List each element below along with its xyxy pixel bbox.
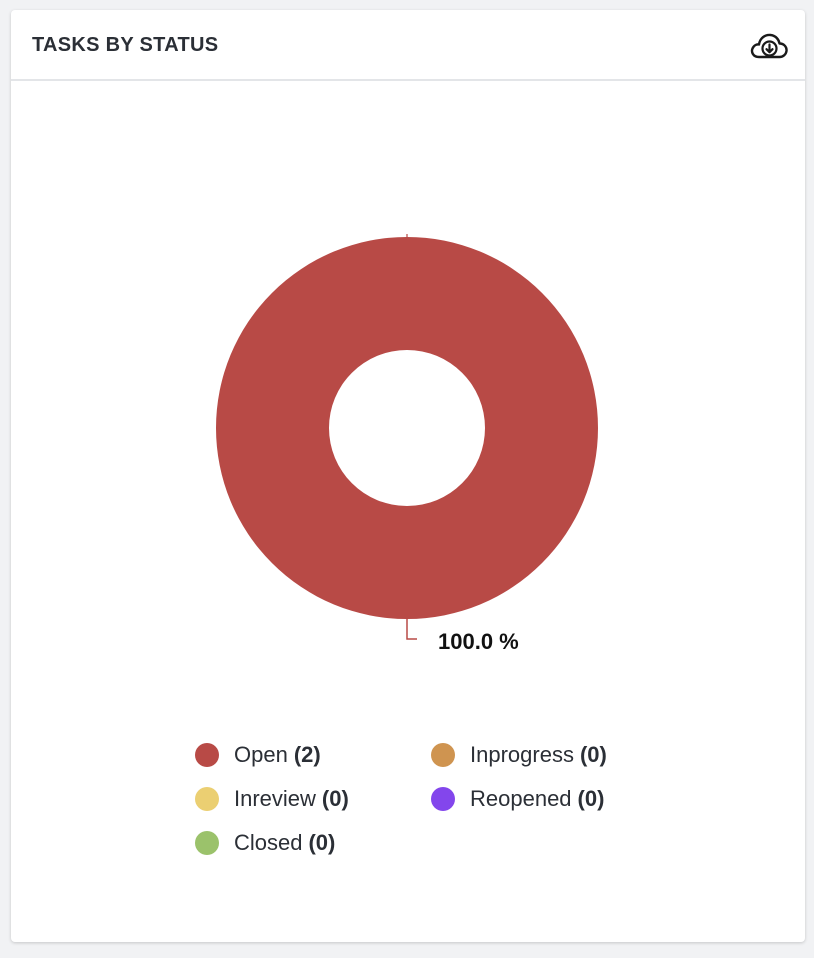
legend-count: (2)	[293, 742, 321, 767]
cloud-download-icon	[750, 33, 788, 59]
legend-label: Inprogress	[470, 742, 574, 767]
legend-count: (0)	[321, 786, 349, 811]
chart-area: 100.0 %	[11, 82, 805, 702]
card-header: TASKS BY STATUS	[11, 10, 805, 81]
legend-item-inreview[interactable]: Inreview (0)	[195, 784, 431, 814]
legend-count: (0)	[308, 830, 336, 855]
legend-item-open[interactable]: Open (2)	[195, 740, 431, 770]
legend-label: Open	[234, 742, 288, 767]
tasks-by-status-card: TASKS BY STATUS 100.0 % Open (2) Inprogres…	[11, 10, 805, 942]
legend-swatch	[431, 743, 455, 767]
label-connector	[406, 619, 417, 640]
legend-item-closed[interactable]: Closed (0)	[195, 828, 431, 858]
legend-label: Inreview	[234, 786, 316, 811]
legend-label: Closed	[234, 830, 303, 855]
legend-label: Reopened	[470, 786, 572, 811]
donut-chart: 100.0 %	[216, 234, 598, 654]
legend-item-inprogress[interactable]: Inprogress (0)	[431, 740, 667, 770]
legend-swatch	[431, 787, 455, 811]
legend-item-reopened[interactable]: Reopened (0)	[431, 784, 667, 814]
slice-open[interactable]	[216, 237, 598, 619]
legend-swatch	[195, 787, 219, 811]
card-title: TASKS BY STATUS	[32, 34, 219, 56]
legend-count: (0)	[577, 786, 605, 811]
slice-data-label: 100.0 %	[438, 629, 519, 654]
chart-legend: Open (2) Inprogress (0) Inreview (0) Reopened(…	[195, 740, 665, 858]
legend-count: (0)	[579, 742, 607, 767]
download-button[interactable]	[749, 30, 789, 64]
legend-swatch	[195, 743, 219, 767]
legend-swatch	[195, 831, 219, 855]
